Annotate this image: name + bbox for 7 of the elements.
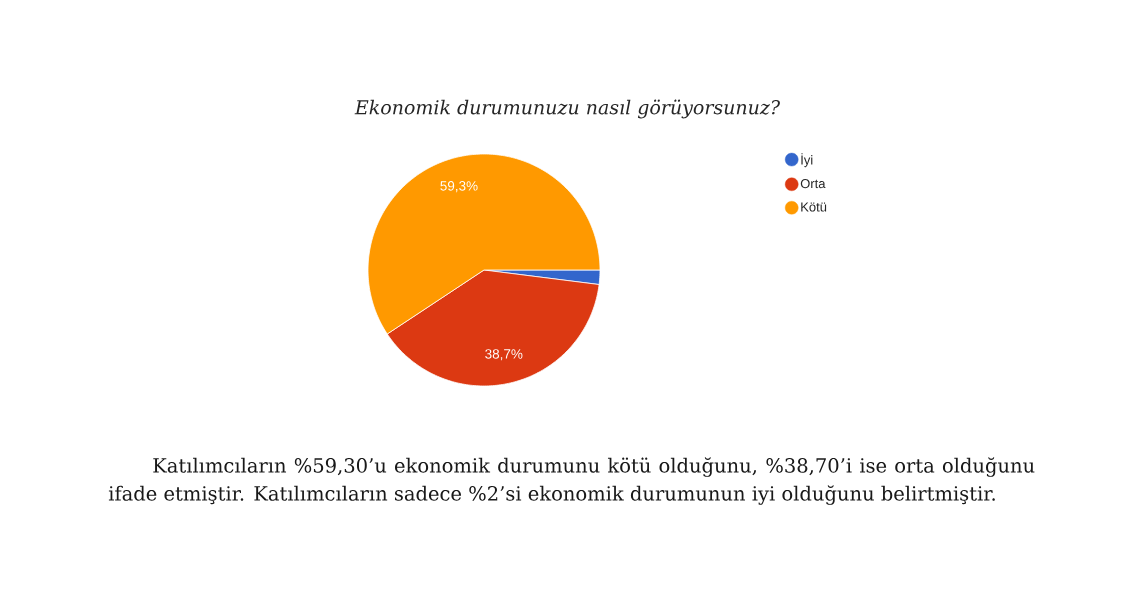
legend-label: Kötü [801, 202, 827, 212]
data-label: 59,3% [440, 181, 478, 193]
data-label: 38,7% [485, 349, 523, 361]
legend-label: İyi [801, 153, 813, 168]
legend-label: Orta [800, 178, 826, 189]
chart-title: Ekonomik durumunuzu nasıl görüyorsunuz? [354, 99, 780, 119]
text: Katılımcıların %59,30’u ekonomik durumunu kötü olduğunu, %38,70’i ise orta olduğunu ifade etmiştir. Katılımcıların sadece %2’si ekonomik durumunun iyi olduğunu belirtmiştir. [108, 457, 1035, 505]
